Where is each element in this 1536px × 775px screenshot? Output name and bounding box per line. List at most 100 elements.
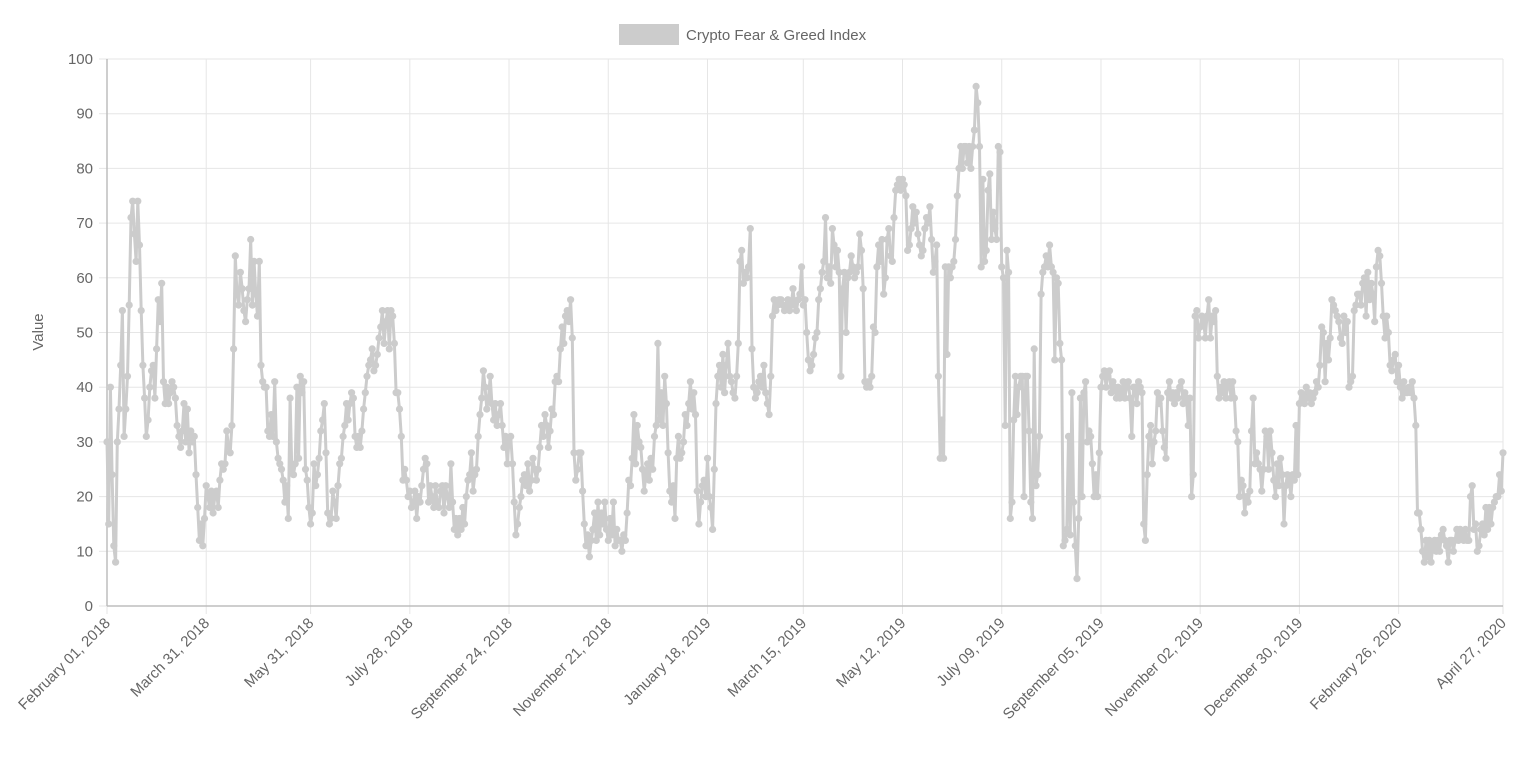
data-point[interactable]	[1052, 274, 1061, 282]
data-point[interactable]	[223, 427, 231, 435]
data-point[interactable]	[1302, 383, 1310, 391]
chart-legend[interactable]: Crypto Fear & Greed Index	[619, 24, 867, 45]
data-point[interactable]	[669, 482, 677, 490]
data-point[interactable]	[991, 225, 999, 233]
data-point[interactable]	[1249, 394, 1257, 402]
data-point[interactable]	[662, 400, 671, 408]
data-point[interactable]	[650, 432, 659, 440]
data-point[interactable]	[329, 487, 337, 495]
data-point[interactable]	[818, 268, 826, 276]
data-point[interactable]	[727, 378, 736, 386]
data-point[interactable]	[626, 482, 635, 490]
data-point[interactable]	[1369, 290, 1377, 298]
data-point[interactable]	[715, 361, 724, 369]
data-point[interactable]	[546, 427, 554, 435]
data-point[interactable]	[471, 471, 479, 479]
data-point[interactable]	[130, 230, 138, 238]
data-point[interactable]	[1028, 514, 1037, 523]
data-point[interactable]	[1425, 536, 1433, 545]
data-point[interactable]	[474, 432, 482, 440]
data-point[interactable]	[284, 514, 292, 523]
data-point[interactable]	[969, 142, 977, 151]
data-point[interactable]	[1194, 334, 1203, 342]
data-point[interactable]	[1319, 328, 1327, 337]
data-point[interactable]	[856, 230, 864, 238]
data-point[interactable]	[1280, 520, 1288, 528]
data-point[interactable]	[1174, 394, 1182, 402]
data-point[interactable]	[300, 378, 308, 386]
data-point[interactable]	[1306, 389, 1314, 397]
data-point[interactable]	[334, 482, 342, 490]
data-point[interactable]	[804, 356, 813, 364]
data-point[interactable]	[495, 411, 503, 419]
data-point[interactable]	[279, 476, 287, 484]
data-point[interactable]	[987, 235, 996, 244]
data-point[interactable]	[967, 164, 975, 172]
data-point[interactable]	[462, 493, 470, 501]
data-point[interactable]	[844, 274, 852, 282]
data-point[interactable]	[1434, 536, 1442, 545]
data-point[interactable]	[926, 203, 934, 211]
data-point[interactable]	[1128, 432, 1136, 440]
data-point[interactable]	[1159, 427, 1167, 435]
data-point[interactable]	[1300, 400, 1309, 408]
data-point[interactable]	[758, 383, 766, 391]
legend-label[interactable]: Crypto Fear & Greed Index	[686, 27, 867, 44]
data-point[interactable]	[1494, 493, 1502, 501]
data-point[interactable]	[1299, 394, 1307, 402]
data-point[interactable]	[666, 487, 674, 495]
data-point[interactable]	[560, 339, 568, 347]
data-point[interactable]	[159, 378, 168, 386]
data-point[interactable]	[1444, 558, 1452, 566]
data-point[interactable]	[840, 268, 848, 276]
data-point[interactable]	[777, 296, 785, 304]
data-point[interactable]	[322, 449, 330, 457]
data-point[interactable]	[370, 367, 378, 375]
data-point[interactable]	[928, 235, 936, 244]
data-point[interactable]	[363, 372, 371, 380]
data-point[interactable]	[262, 383, 270, 391]
data-point[interactable]	[1268, 449, 1276, 457]
data-point[interactable]	[491, 400, 499, 408]
data-point[interactable]	[1241, 509, 1249, 517]
data-point[interactable]	[1366, 296, 1374, 304]
data-point[interactable]	[1230, 394, 1238, 402]
data-point[interactable]	[503, 460, 511, 468]
data-point[interactable]	[693, 487, 701, 495]
data-point[interactable]	[1461, 525, 1469, 534]
data-point[interactable]	[502, 432, 510, 440]
data-point[interactable]	[1210, 318, 1218, 326]
data-point[interactable]	[1099, 372, 1107, 380]
data-point[interactable]	[842, 328, 850, 337]
data-point[interactable]	[933, 241, 941, 249]
data-point[interactable]	[1270, 476, 1278, 484]
data-point[interactable]	[1066, 531, 1074, 539]
data-point[interactable]	[336, 460, 344, 468]
data-point[interactable]	[1189, 471, 1197, 479]
data-point[interactable]	[1239, 482, 1247, 490]
data-point[interactable]	[996, 148, 1004, 156]
data-point[interactable]	[1292, 421, 1300, 430]
data-point[interactable]	[307, 520, 315, 528]
data-point[interactable]	[1309, 394, 1317, 402]
data-point[interactable]	[922, 214, 931, 222]
data-point[interactable]	[609, 498, 618, 506]
data-point[interactable]	[1093, 493, 1102, 501]
data-point[interactable]	[1011, 372, 1020, 380]
data-point[interactable]	[1468, 482, 1476, 490]
data-point[interactable]	[247, 235, 255, 244]
data-point[interactable]	[418, 482, 426, 490]
data-point[interactable]	[1275, 482, 1283, 490]
data-point[interactable]	[1119, 378, 1127, 386]
data-point[interactable]	[216, 476, 224, 484]
data-point[interactable]	[876, 257, 884, 265]
data-point[interactable]	[1285, 476, 1293, 484]
data-point[interactable]	[674, 432, 683, 440]
data-point[interactable]	[1490, 498, 1498, 506]
data-point[interactable]	[691, 411, 700, 419]
data-point[interactable]	[1343, 318, 1351, 326]
data-point[interactable]	[1456, 525, 1464, 534]
data-point[interactable]	[1258, 487, 1266, 495]
data-point[interactable]	[823, 274, 831, 282]
data-point[interactable]	[1360, 274, 1368, 282]
